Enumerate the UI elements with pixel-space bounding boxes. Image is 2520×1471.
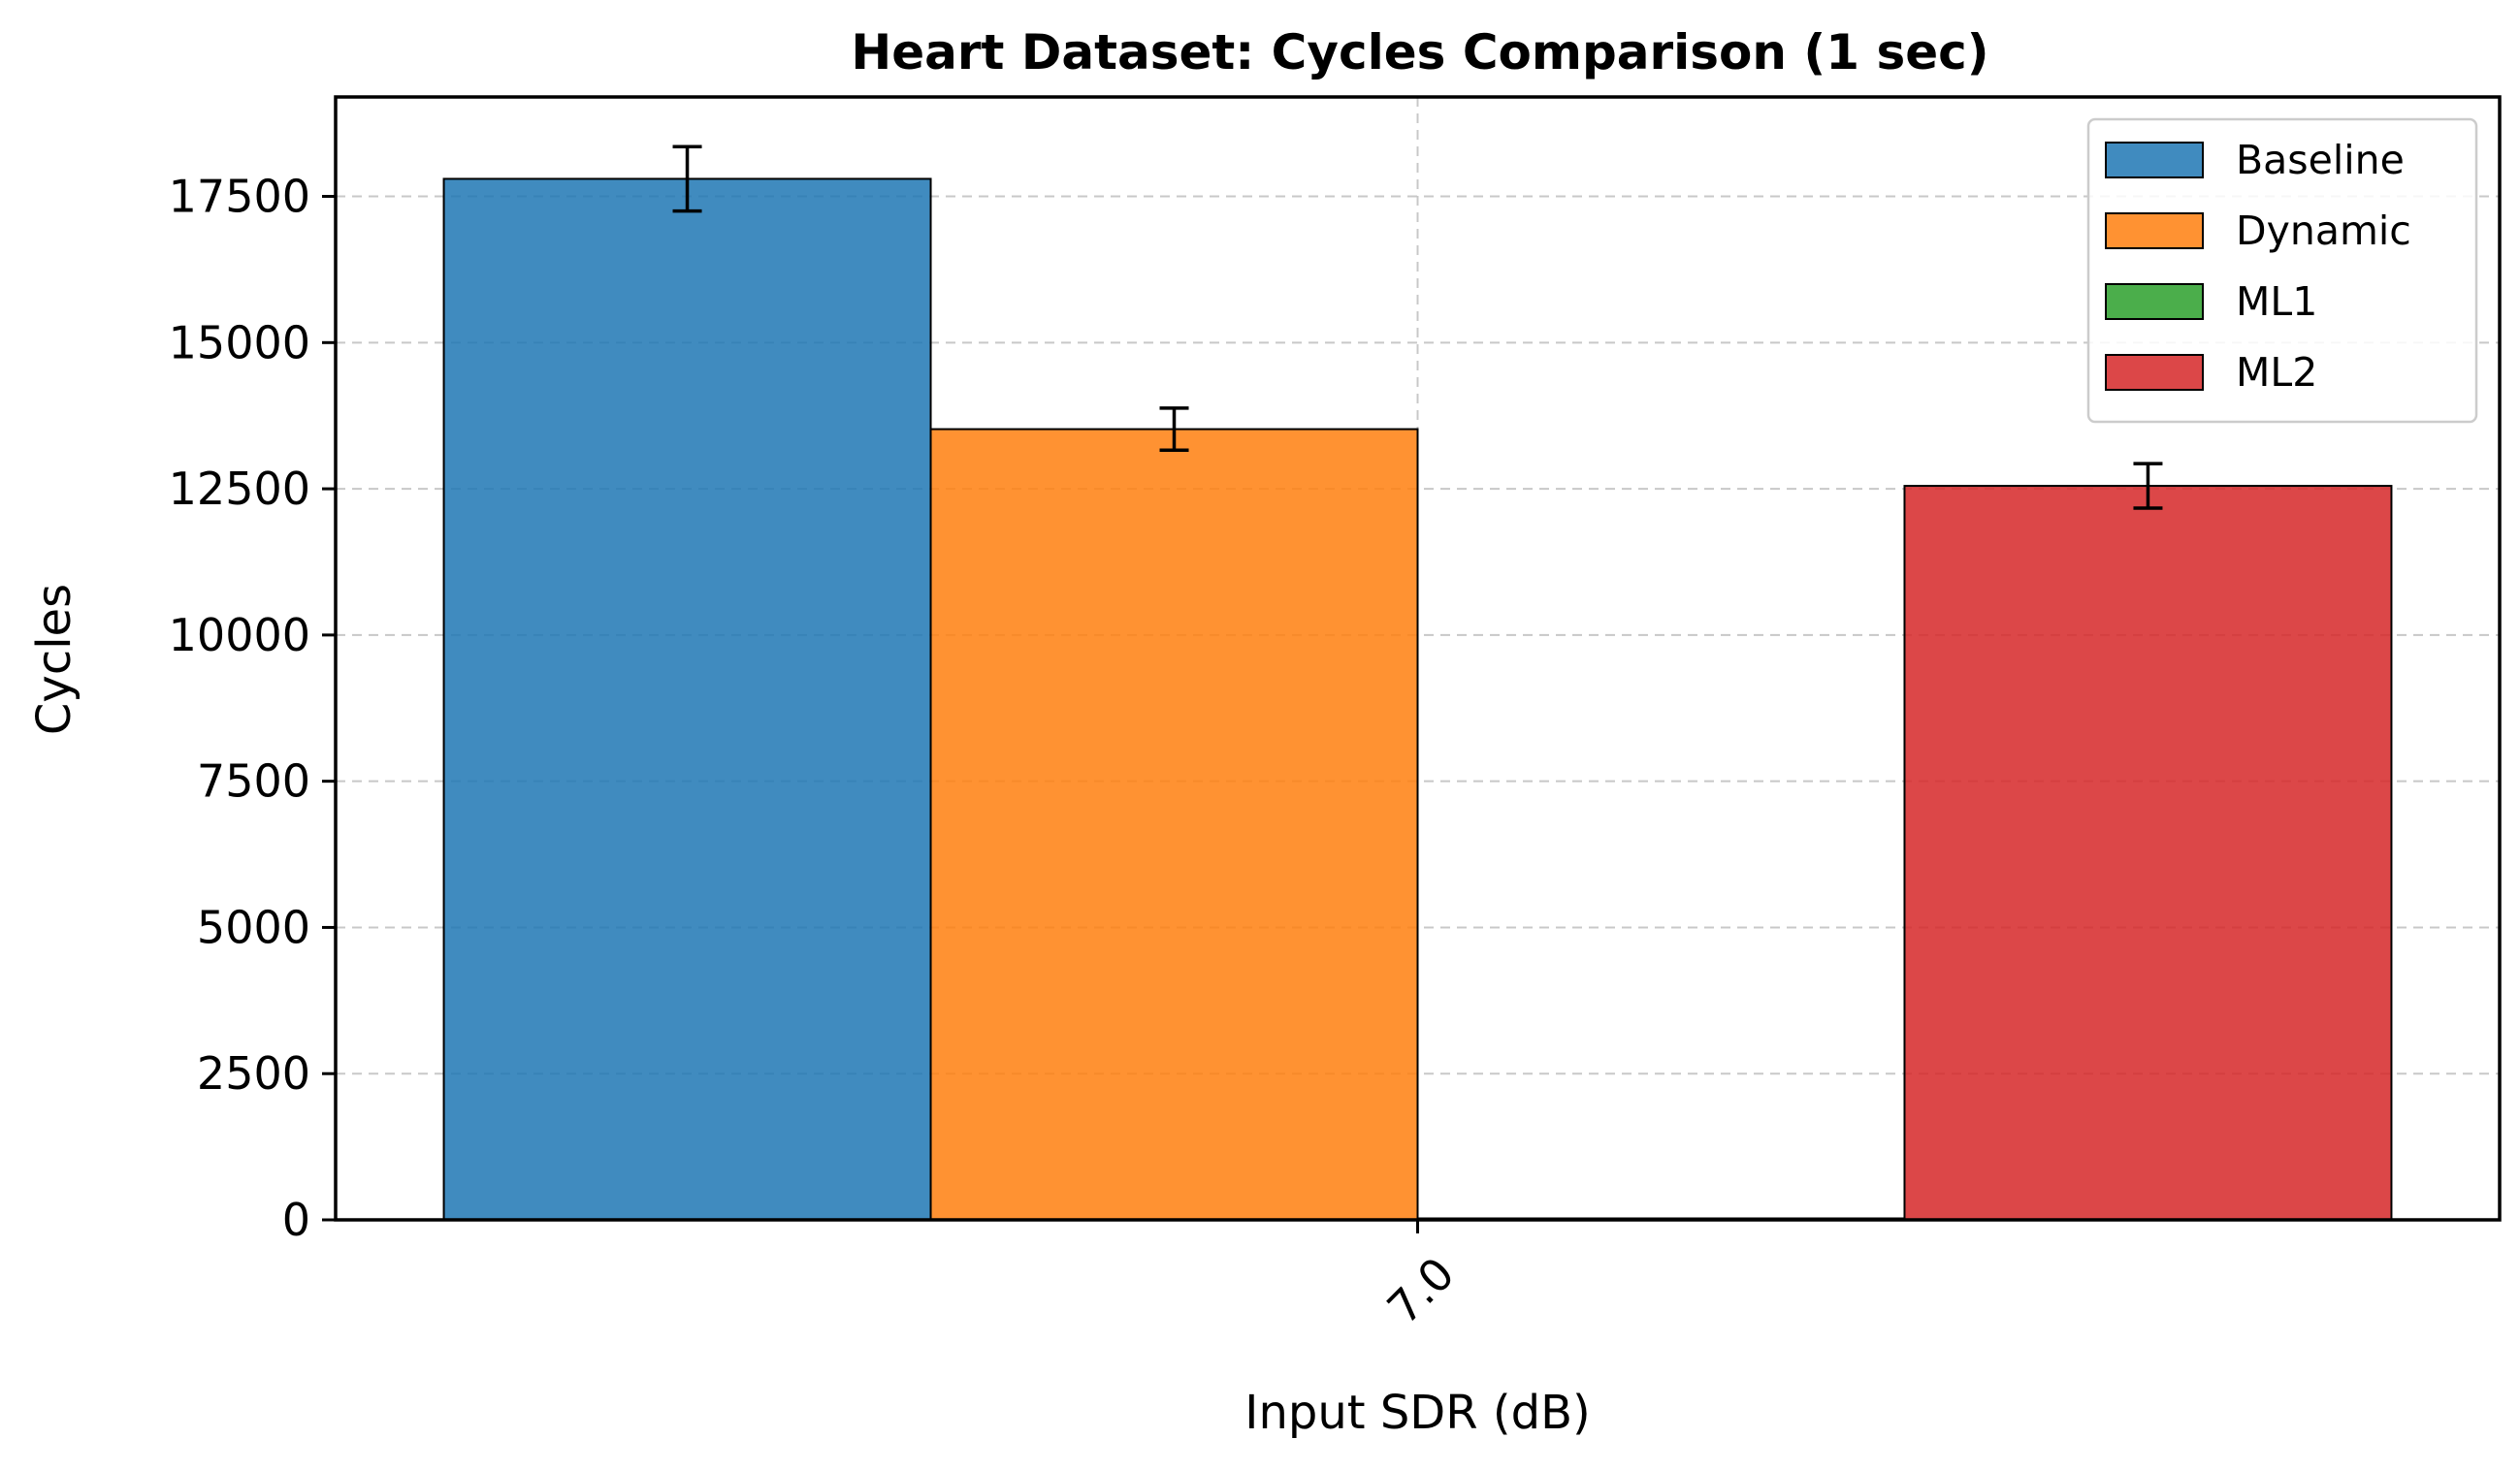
legend-swatch-dynamic [2105, 212, 2204, 249]
x-tick-label: 7.0 [1377, 1247, 1465, 1334]
y-tick-label: 17500 [169, 171, 310, 223]
error-bar-baseline [672, 144, 702, 213]
y-tick-label: 10000 [169, 609, 310, 661]
bar-ml2 [1903, 485, 2393, 1221]
legend-swatch-ml2 [2105, 354, 2204, 391]
error-bar-dynamic [1159, 406, 1189, 453]
legend-label-ml2: ML2 [2236, 349, 2317, 396]
bar-baseline [442, 177, 932, 1221]
bar-dynamic [929, 428, 1419, 1221]
bars [442, 177, 2393, 1221]
y-axis-label: Cycles [27, 584, 81, 735]
y-tick-label: 2500 [197, 1047, 310, 1100]
y-axis-ticks: 0 2500 5000 7500 10000 12500 15000 17500 [169, 171, 336, 1246]
legend: Baseline Dynamic ML1 ML2 [2086, 117, 2478, 424]
x-axis-ticks: 7.0 [1377, 1220, 1465, 1334]
legend-box [2086, 117, 2478, 424]
y-tick-label: 5000 [197, 901, 310, 953]
legend-swatch-baseline [2105, 142, 2204, 178]
legend-label-ml1: ML1 [2236, 278, 2317, 325]
y-tick-label: 12500 [169, 463, 310, 515]
chart-title: Heart Dataset: Cycles Comparison (1 sec) [851, 24, 1988, 80]
legend-swatch-ml1 [2105, 283, 2204, 320]
error-bar-ml2 [2133, 462, 2163, 510]
error-bars [672, 144, 2163, 510]
y-tick-label: 15000 [169, 316, 310, 368]
x-axis-label: Input SDR (dB) [1244, 1386, 1590, 1440]
y-tick-label: 7500 [197, 755, 310, 808]
y-tick-label: 0 [282, 1194, 310, 1246]
legend-label-dynamic: Dynamic [2236, 208, 2411, 254]
legend-label-baseline: Baseline [2236, 137, 2405, 183]
